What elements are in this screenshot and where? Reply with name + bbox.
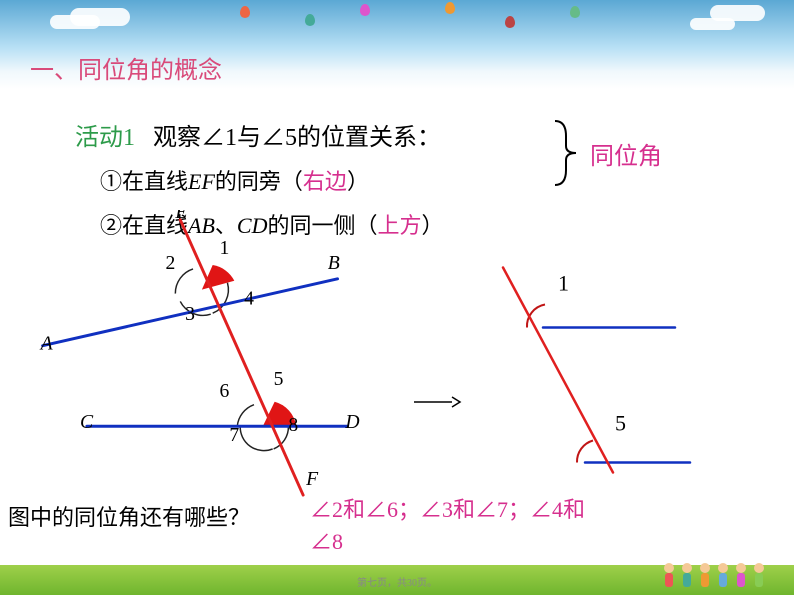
- page-footer: 第七页，共30页。: [0, 574, 794, 589]
- brace-icon: [550, 118, 580, 188]
- svg-text:D: D: [344, 411, 359, 433]
- section-title: 一、同位角的概念: [30, 50, 794, 85]
- svg-text:5: 5: [615, 411, 626, 436]
- svg-text:A: A: [39, 333, 54, 355]
- svg-text:4: 4: [244, 287, 254, 309]
- arrow-icon: [412, 392, 462, 412]
- answer-text: ∠2和∠6；∠3和∠7；∠4和∠8: [310, 492, 590, 556]
- svg-text:2: 2: [166, 252, 176, 274]
- svg-text:E: E: [174, 210, 187, 223]
- svg-text:1: 1: [220, 237, 230, 259]
- main-diagram: E F A B C D 1 2 3 4 5 6 7 8: [30, 210, 360, 500]
- svg-text:5: 5: [274, 368, 284, 390]
- sky-decoration: [0, 0, 794, 50]
- activity-text: 观察∠1与∠5的位置关系：: [153, 125, 441, 151]
- svg-text:F: F: [305, 468, 319, 490]
- svg-text:7: 7: [229, 424, 239, 446]
- svg-text:C: C: [80, 411, 94, 433]
- svg-text:1: 1: [558, 271, 569, 296]
- activity-label: 活动1: [75, 125, 135, 151]
- svg-text:B: B: [328, 252, 340, 274]
- concept-label: 同位角: [590, 136, 662, 171]
- question-text: 图中的同位角还有哪些？: [8, 500, 250, 532]
- condition-line-1: ①在直线EF的同旁（右边）: [100, 164, 794, 196]
- simplified-diagram: 15: [465, 260, 695, 480]
- svg-text:3: 3: [185, 303, 195, 325]
- activity-line: 活动1 观察∠1与∠5的位置关系：: [75, 117, 794, 152]
- svg-text:6: 6: [220, 380, 230, 402]
- svg-text:8: 8: [288, 414, 298, 436]
